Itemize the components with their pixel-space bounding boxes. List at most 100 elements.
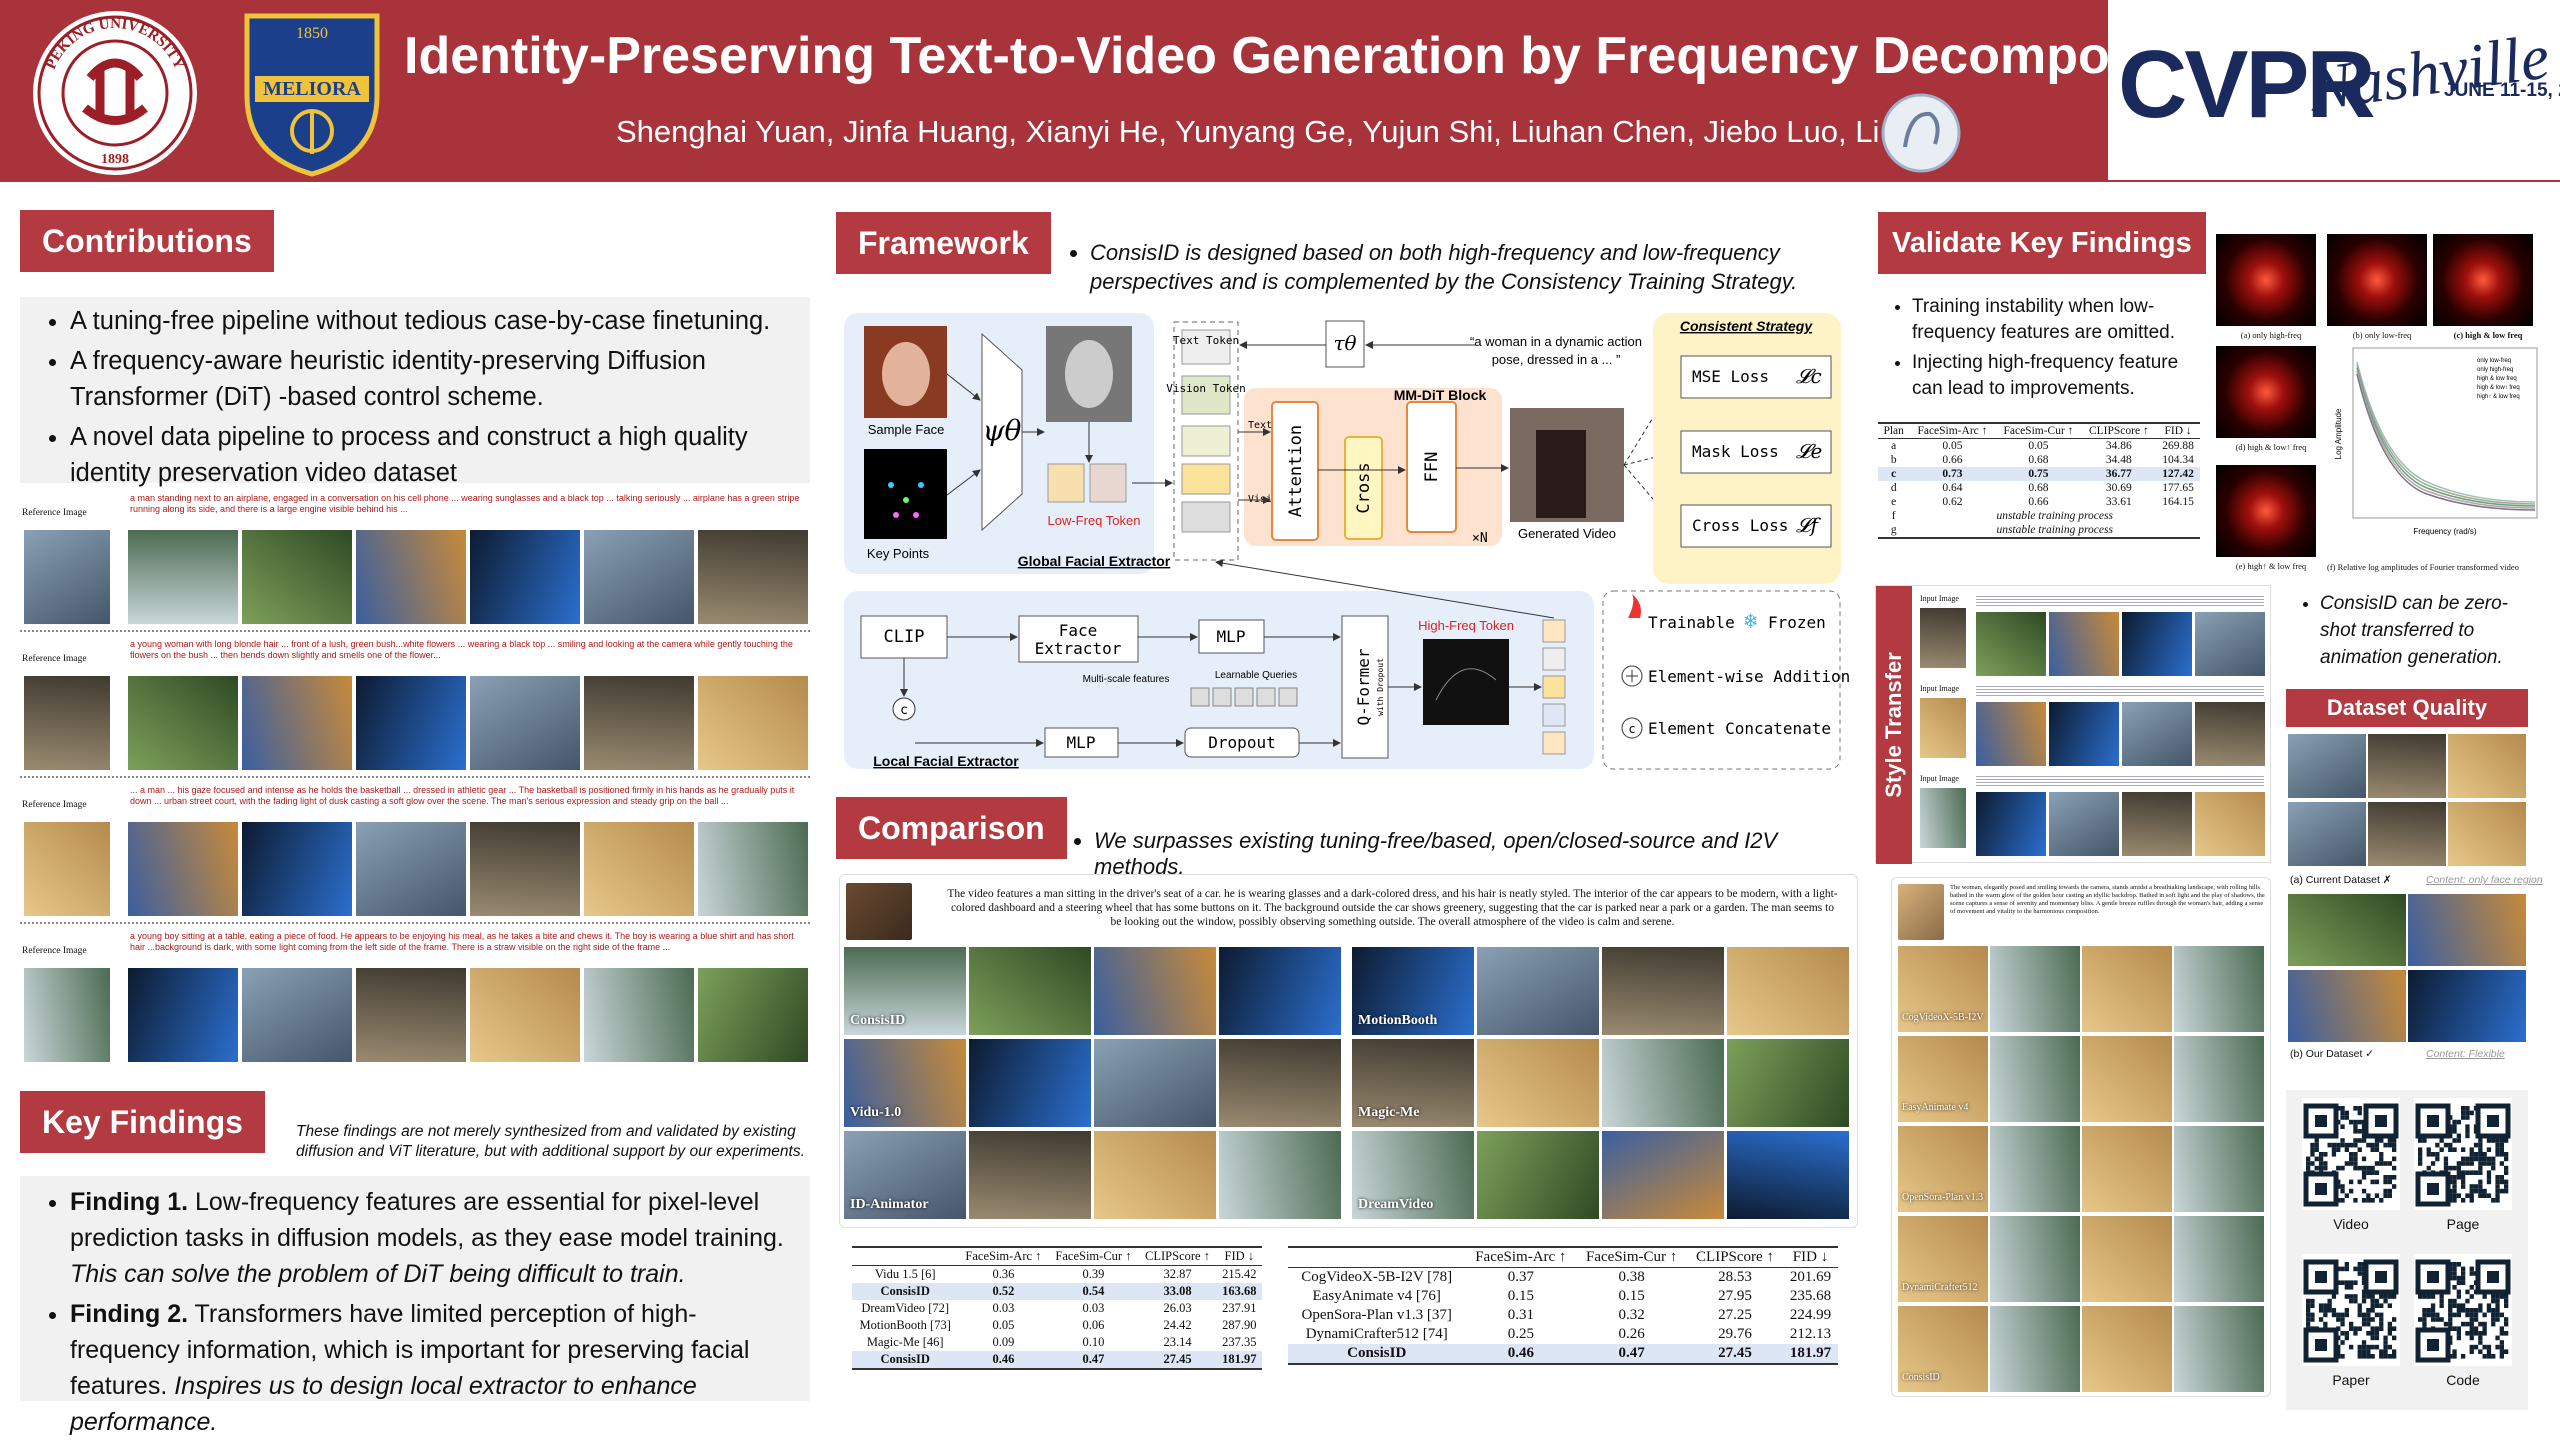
image	[2122, 612, 2192, 676]
finding: Finding 1. Low-frequency features are es…	[70, 1184, 800, 1292]
image	[2174, 1216, 2264, 1302]
method-label: Magic-Me	[1358, 1105, 1420, 1120]
amplitude-plot: Log Amplitude Frequency (rad/s) only low-f…	[2334, 347, 2538, 536]
table-cell: unstable training process	[1909, 523, 2200, 539]
contribution-item: A tuning-free pipeline without tedious c…	[70, 303, 800, 339]
image	[2368, 802, 2446, 866]
image	[2408, 970, 2526, 1042]
header-cell: FID ↓	[1782, 1246, 1838, 1268]
method-label: OpenSora-Plan v1.3	[1902, 1192, 1984, 1203]
image	[2082, 1306, 2172, 1392]
table-cell: 0.15	[1507, 1288, 1534, 1304]
plot-text: high & low↑ freq	[2477, 385, 2520, 391]
qr-codes: Video Page Paper Code	[2286, 1090, 2528, 1410]
diagram-label: ψθ	[983, 414, 1022, 447]
image	[2082, 1216, 2172, 1302]
section-heading: Contributions	[20, 210, 274, 272]
image	[1898, 1036, 1988, 1122]
diagram-label: Text Token	[1173, 334, 1239, 347]
method-label: Vidu-1.0	[850, 1105, 902, 1120]
image	[969, 947, 1091, 1035]
data-table: FaceSim-Arc ↑ FaceSim-Cur ↑ CLIPScore ↑ FID…	[1288, 1246, 1838, 1365]
table-cell: 212.13	[1789, 1326, 1832, 1342]
image	[2049, 702, 2119, 766]
i2v-caption: The woman, elegantly posed and smiling t…	[1950, 884, 2265, 915]
qr-code[interactable]	[2302, 1098, 2400, 1210]
image	[1990, 946, 2080, 1032]
diagram-label: Global Facial Extractor	[1018, 553, 1171, 569]
image	[1352, 1131, 1474, 1219]
image	[2174, 1306, 2264, 1392]
image	[2195, 792, 2265, 856]
table-row: CogVideoX-5B-I2V [78] 0.37 0.38 28.53 201.69	[1288, 1268, 1838, 1288]
diagram-label: Vision Token	[1166, 382, 1245, 395]
image	[2195, 612, 2265, 676]
qr-code[interactable]	[2302, 1254, 2400, 1366]
table-cell: 0.66	[1942, 454, 1963, 466]
qr-code[interactable]	[2414, 1098, 2512, 1210]
rochester-motto: MELIORA	[263, 78, 361, 100]
image	[470, 676, 580, 770]
table-cell: 0.10	[1082, 1335, 1105, 1349]
image	[24, 530, 110, 624]
header-cell: CLIPScore ↑	[2081, 422, 2157, 439]
diagram-label: Sample Face	[868, 422, 945, 437]
table-cell: 0.73	[1909, 467, 1996, 481]
image	[2082, 1036, 2172, 1122]
style-heading: Style Transfer	[1881, 652, 1906, 798]
diagram-label: Q-Former	[1354, 648, 1373, 725]
legend-label: Element Concatenate	[1648, 719, 1831, 738]
table-row: MotionBooth [73] 0.05 0.06 24.42 287.90	[852, 1317, 1262, 1334]
table-row: a 0.05 0.05 34.86 269.88	[1878, 439, 2200, 454]
image	[2368, 734, 2446, 798]
image	[242, 530, 352, 624]
table-cell: 287.90	[1222, 1318, 1257, 1332]
table-cell: 30.69	[2105, 482, 2132, 494]
method-label: EasyAnimate v4	[1902, 1102, 1969, 1113]
header-cell: FaceSim-Arc ↑	[958, 1246, 1049, 1266]
finding-implication: Inspires us to design local extractor to…	[70, 1372, 697, 1436]
qr-code[interactable]	[2414, 1254, 2512, 1366]
poster-title: Identity-Preserving Text-to-Video Genera…	[404, 27, 2249, 85]
image	[2195, 702, 2265, 766]
spectrum-label: (a) only high-freq	[2240, 330, 2302, 340]
table-cell: 0.31	[1507, 1307, 1534, 1323]
table-cell: c	[1878, 467, 1910, 481]
image	[844, 947, 966, 1035]
poster-authors: Shenghai Yuan, Jinfa Huang, Xianyi He, Y…	[616, 114, 1959, 149]
finding-text: Low-frequency features are essential for…	[70, 1188, 784, 1252]
image	[1477, 1131, 1599, 1219]
table-cell: 27.45	[1138, 1351, 1217, 1370]
pku-year: 1898	[101, 152, 129, 167]
image	[356, 676, 466, 770]
table-cell: 26.03	[1163, 1301, 1192, 1315]
diagram-label: Dropout	[1208, 733, 1275, 752]
image	[2174, 1036, 2264, 1122]
image	[1898, 1216, 1988, 1302]
divider	[20, 630, 810, 632]
method-label: ConsisID	[1902, 1372, 1940, 1383]
diagram-label: τθ	[1333, 331, 1356, 355]
image	[128, 822, 238, 916]
table-cell: 235.68	[1789, 1288, 1832, 1304]
image	[2288, 802, 2366, 866]
header-cell: FaceSim-Cur ↑	[1048, 1246, 1139, 1266]
table-cell: 0.68	[2028, 454, 2049, 466]
table-row: g unstable training process	[1878, 523, 2200, 539]
svg-text:c: c	[1628, 722, 1635, 736]
spectrum-label: (c) high & low freq	[2453, 330, 2523, 340]
table-cell: 0.47	[1576, 1344, 1688, 1365]
table-cell: 201.69	[1789, 1269, 1832, 1285]
plot-text: only low-freq	[2477, 358, 2511, 364]
framework-description: ConsisID is designed based on both high-…	[1052, 238, 1842, 300]
table-cell: 0.03	[992, 1301, 1015, 1315]
finding: Finding 2. Transformers have limited per…	[70, 1296, 800, 1440]
table-cell: 0.52	[958, 1283, 1049, 1300]
image	[128, 968, 238, 1062]
table-right: FaceSim-Arc ↑ FaceSim-Cur ↑ CLIPScore ↑ FID…	[1288, 1246, 1838, 1365]
lab-logo	[1881, 93, 1961, 173]
image	[1990, 1216, 2080, 1302]
image	[1219, 947, 1341, 1035]
image	[2082, 946, 2172, 1032]
section-heading: Validate Key Findings	[1878, 212, 2206, 274]
